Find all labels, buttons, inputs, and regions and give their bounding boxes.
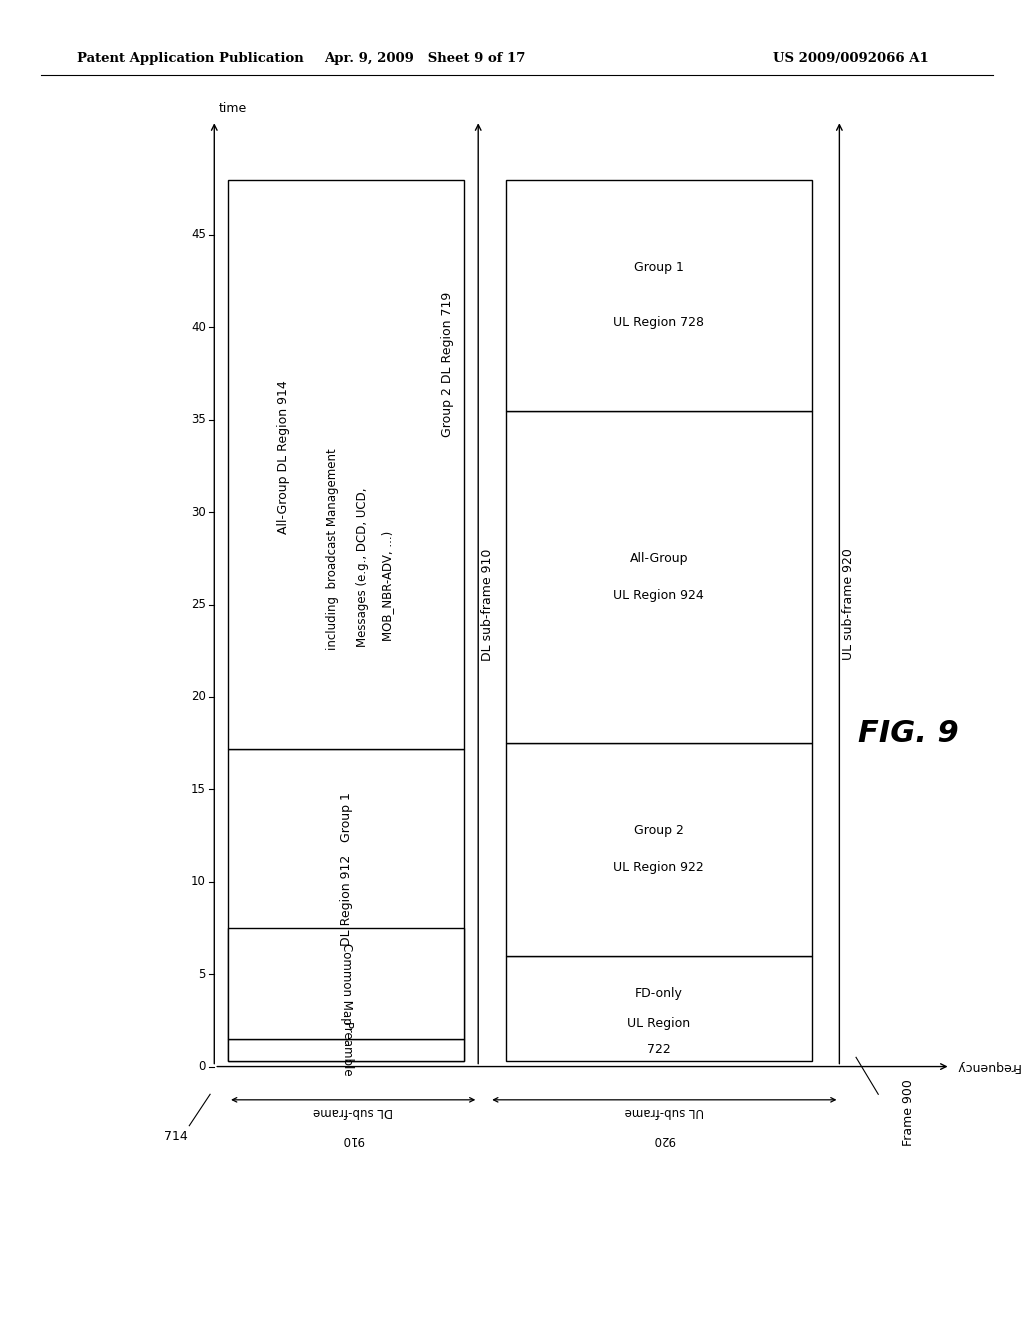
Text: DL sub-frame: DL sub-frame [313,1105,393,1118]
Text: All-Group DL Region 914: All-Group DL Region 914 [278,380,290,533]
Text: UL Region 924: UL Region 924 [613,589,705,602]
Text: DL sub-frame 910: DL sub-frame 910 [481,548,494,661]
Text: 0: 0 [199,1060,206,1073]
Text: 15: 15 [191,783,206,796]
Text: Frame 900: Frame 900 [902,1080,914,1146]
Text: Messages (e.g., DCD, UCD,: Messages (e.g., DCD, UCD, [356,488,370,647]
Bar [228,1039,464,1061]
Bar [228,748,464,1061]
Text: US 2009/0092066 A1: US 2009/0092066 A1 [773,51,929,65]
Bar [506,411,812,743]
Text: 714: 714 [164,1130,187,1143]
Text: time: time [218,102,247,115]
Text: 35: 35 [191,413,206,426]
Text: 25: 25 [191,598,206,611]
Text: 10: 10 [191,875,206,888]
Text: including  broadcast Management: including broadcast Management [326,449,339,649]
Text: UL Region 922: UL Region 922 [613,862,705,874]
Text: UL Region: UL Region [628,1016,690,1030]
Text: UL sub-frame: UL sub-frame [625,1105,705,1118]
Bar [228,928,464,1039]
Text: Frequency: Frequency [954,1060,1020,1073]
Bar [506,743,812,956]
Bar [506,956,812,1061]
Text: 910: 910 [342,1133,365,1146]
Text: UL Region 728: UL Region 728 [613,317,705,329]
Text: Group 1: Group 1 [340,792,352,842]
Text: All-Group: All-Group [630,552,688,565]
Text: UL sub-frame 920: UL sub-frame 920 [842,549,855,660]
Text: Group 2: Group 2 [634,825,684,837]
Text: FD-only: FD-only [635,987,683,1001]
Text: 30: 30 [191,506,206,519]
Bar [506,180,812,411]
Text: FIG. 9: FIG. 9 [858,719,959,748]
Text: 40: 40 [191,321,206,334]
Text: 5: 5 [199,968,206,981]
Text: Preamble: Preamble [340,1022,352,1077]
Bar [228,180,464,748]
Text: Patent Application Publication: Patent Application Publication [77,51,303,65]
Text: 45: 45 [191,228,206,242]
Text: Group 1: Group 1 [634,261,684,273]
Text: MOB_NBR-ADV, ...): MOB_NBR-ADV, ...) [381,531,394,642]
Text: Group 2 DL Region 719: Group 2 DL Region 719 [441,292,455,437]
Text: 920: 920 [653,1133,676,1146]
Text: 722: 722 [647,1043,671,1056]
Text: DL Region 912: DL Region 912 [340,854,352,946]
Text: Apr. 9, 2009   Sheet 9 of 17: Apr. 9, 2009 Sheet 9 of 17 [325,51,525,65]
Text: 20: 20 [191,690,206,704]
Text: Common Map: Common Map [340,942,352,1024]
